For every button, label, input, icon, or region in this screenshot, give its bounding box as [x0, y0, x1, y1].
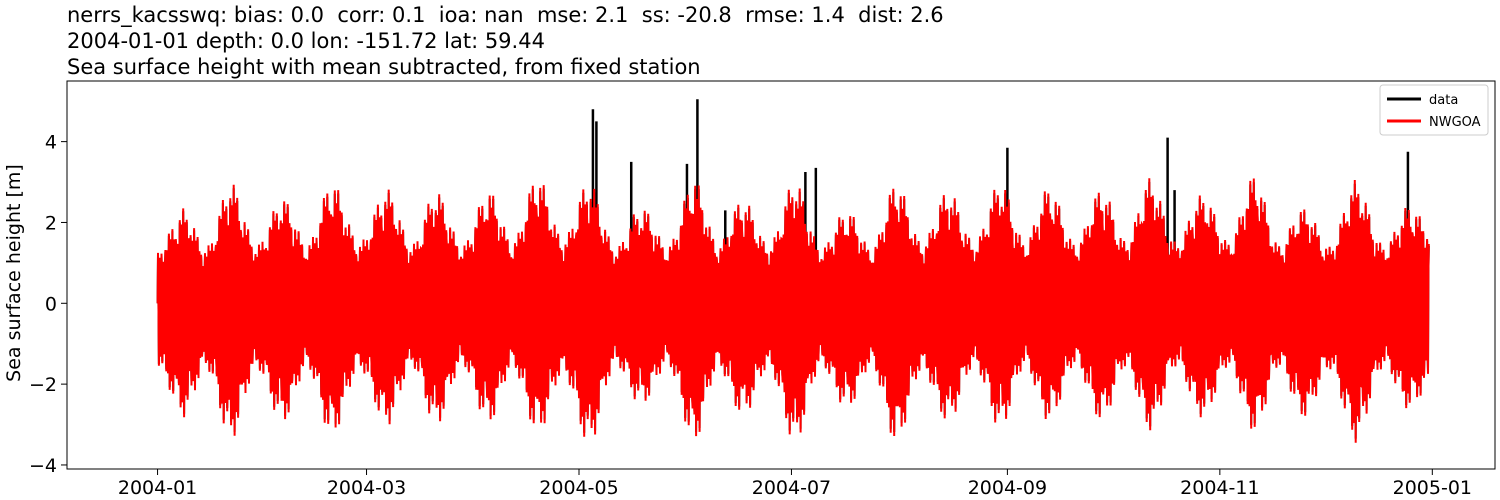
legend-label-nwgoa: NWGOA: [1429, 115, 1481, 130]
x-tick-label: 2004-03: [327, 477, 406, 499]
axis-layer: 2004-01 2004-03 2004-05 2004-07 2004-09 2004-…: [29, 132, 1472, 499]
x-tick-label: 2004-07: [752, 477, 831, 499]
y-tick-label: 2: [45, 212, 57, 234]
y-axis-label: Sea surface height [m]: [3, 164, 25, 382]
legend: data NWGOA: [1379, 84, 1489, 136]
y-tick-label: −2: [29, 374, 57, 396]
chart-title-stats: nerrs_kacsswq: bias: 0.0 corr: 0.1 ioa: …: [67, 3, 944, 27]
x-tick-label: 2005-01: [1393, 477, 1472, 499]
y-tick-label: 4: [45, 132, 57, 154]
x-tick-label: 2004-05: [539, 477, 618, 499]
x-tick-label: 2004-11: [1180, 477, 1259, 499]
chart-title-description: Sea surface height with mean subtracted,…: [67, 55, 701, 79]
y-tick-label: 0: [45, 293, 57, 315]
legend-label-data: data: [1429, 93, 1458, 108]
plot-frame: [66, 80, 1496, 470]
series-line-nwgoa: [156, 178, 1430, 443]
x-tick-label: 2004-01: [118, 477, 197, 499]
series-layer: [156, 99, 1430, 443]
chart-title-location: 2004-01-01 depth: 0.0 lon: -151.72 lat: …: [67, 29, 545, 53]
chart-title-block: nerrs_kacsswq: bias: 0.0 corr: 0.1 ioa: …: [67, 2, 944, 80]
x-tick-label: 2004-09: [968, 477, 1047, 499]
y-tick-label: −4: [29, 455, 57, 477]
